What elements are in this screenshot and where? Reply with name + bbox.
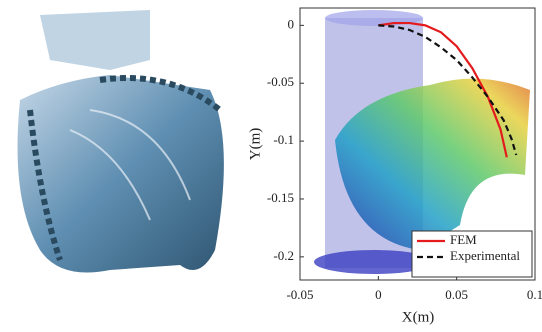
y-axis-label: Y(m): [247, 128, 263, 161]
y-tick-label: -0.15: [267, 190, 294, 205]
line-series: [378, 21, 508, 158]
y-tick-label: 0: [288, 16, 295, 31]
y-tick-label: -0.05: [267, 74, 294, 89]
x-tick-label: 0.05: [445, 287, 468, 302]
legend-box: [411, 230, 533, 278]
legend-label: Experimental: [450, 248, 520, 263]
y-tick-label: -0.2: [273, 248, 294, 263]
legend-label: FEM: [450, 232, 477, 247]
x-tick-label: 0.1: [527, 287, 542, 302]
x-axis-label: X(m): [402, 309, 435, 325]
actuator-photo: [17, 10, 224, 273]
y-tick-label: -0.1: [273, 132, 294, 147]
fem-render: [314, 10, 530, 274]
line-series: [378, 24, 518, 156]
x-tick-label: -0.05: [286, 287, 313, 302]
x-tick-label: 0: [375, 287, 382, 302]
axes-box: [299, 7, 536, 281]
